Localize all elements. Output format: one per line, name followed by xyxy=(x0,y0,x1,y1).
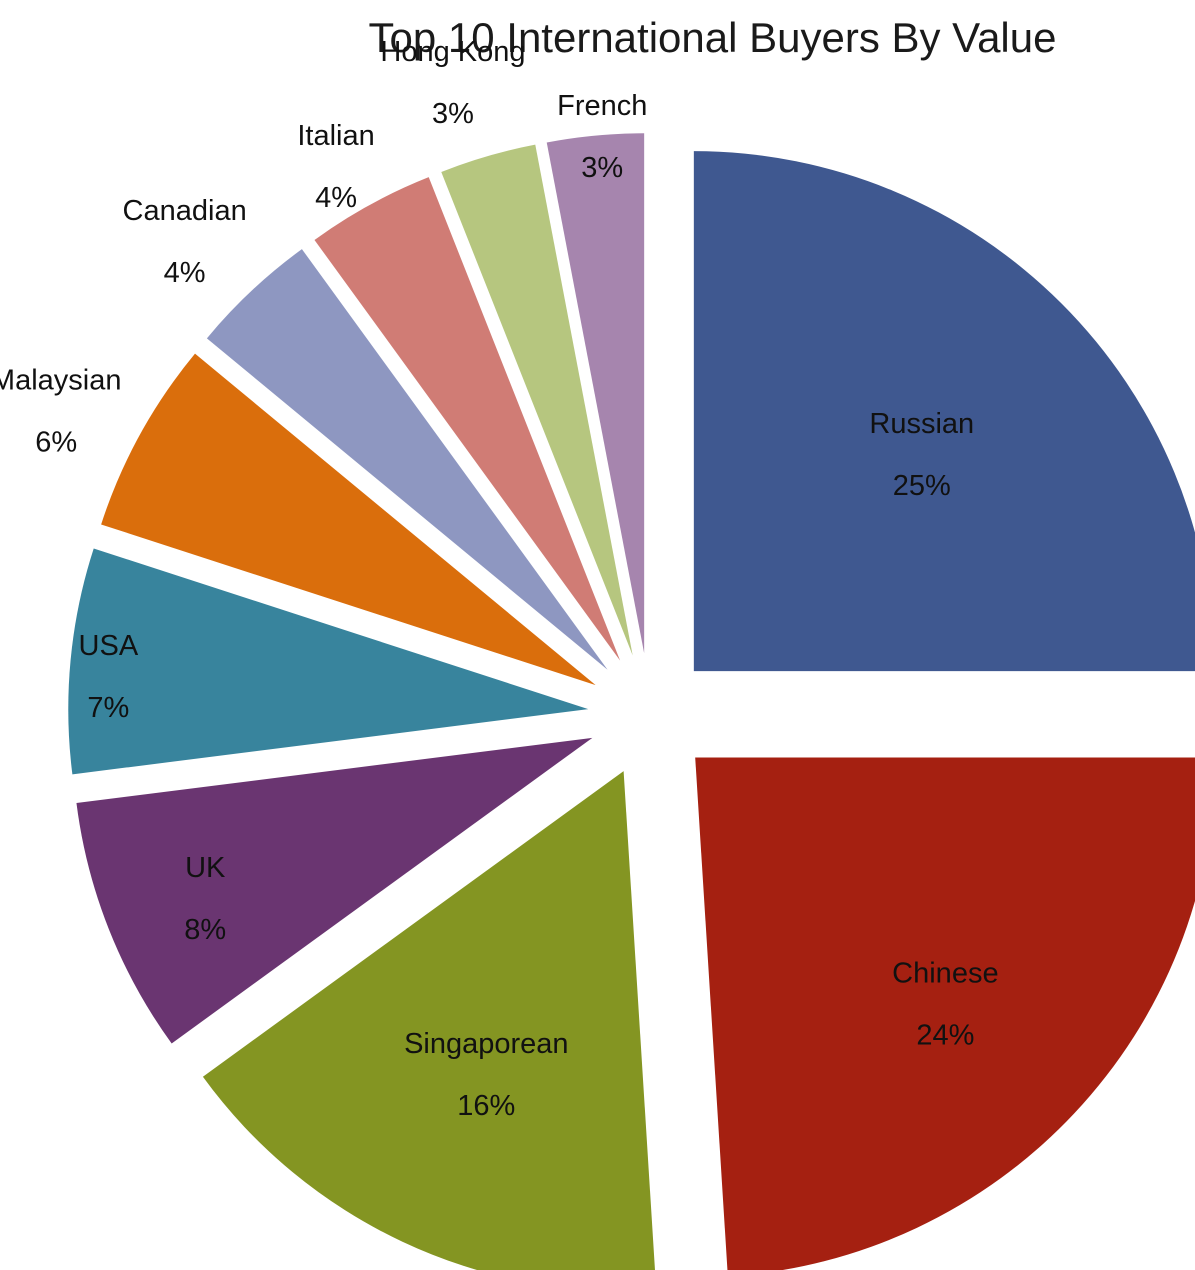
slice-russian xyxy=(693,151,1195,672)
slice-percent-russian: 25% xyxy=(893,470,951,502)
slice-french xyxy=(546,133,645,654)
slice-name-malaysian: Malaysian xyxy=(0,365,121,397)
slice-percent-french: 3% xyxy=(581,152,623,184)
slice-name-italian: Italian xyxy=(297,120,374,152)
pie-slices xyxy=(68,133,1195,1270)
slice-name-chinese: Chinese xyxy=(892,957,998,989)
slice-uk xyxy=(76,737,593,1044)
slice-name-canadian: Canadian xyxy=(123,195,247,227)
slice-name-uk: UK xyxy=(185,852,226,884)
slice-name-french: French xyxy=(557,90,647,122)
slice-percent-malaysian: 6% xyxy=(35,427,77,459)
slice-chinese xyxy=(695,757,1195,1270)
slice-canadian xyxy=(206,249,608,670)
slice-hong-kong xyxy=(441,144,633,656)
slice-name-singaporean: Singaporean xyxy=(404,1028,568,1060)
slice-name-russian: Russian xyxy=(869,408,974,440)
slice-percent-italian: 4% xyxy=(315,182,357,214)
chart-title: Top 10 International Buyers By Value xyxy=(368,14,1057,61)
slice-singaporean xyxy=(202,771,655,1270)
slice-malaysian xyxy=(101,353,596,686)
slice-name-hong-kong: Hong Kong xyxy=(380,36,525,68)
slice-italian xyxy=(314,177,621,661)
slice-percent-hong-kong: 3% xyxy=(432,98,474,130)
slice-percent-uk: 8% xyxy=(184,914,226,946)
slice-usa xyxy=(68,548,589,775)
slice-percent-canadian: 4% xyxy=(164,257,206,289)
slice-percent-usa: 7% xyxy=(87,692,129,724)
slice-name-usa: USA xyxy=(79,630,139,662)
slice-labels: Russian 25% Chinese 24% Singaporean 16% UK 8% US… xyxy=(0,36,999,1122)
slice-percent-chinese: 24% xyxy=(916,1019,974,1051)
slice-percent-singaporean: 16% xyxy=(457,1090,515,1122)
